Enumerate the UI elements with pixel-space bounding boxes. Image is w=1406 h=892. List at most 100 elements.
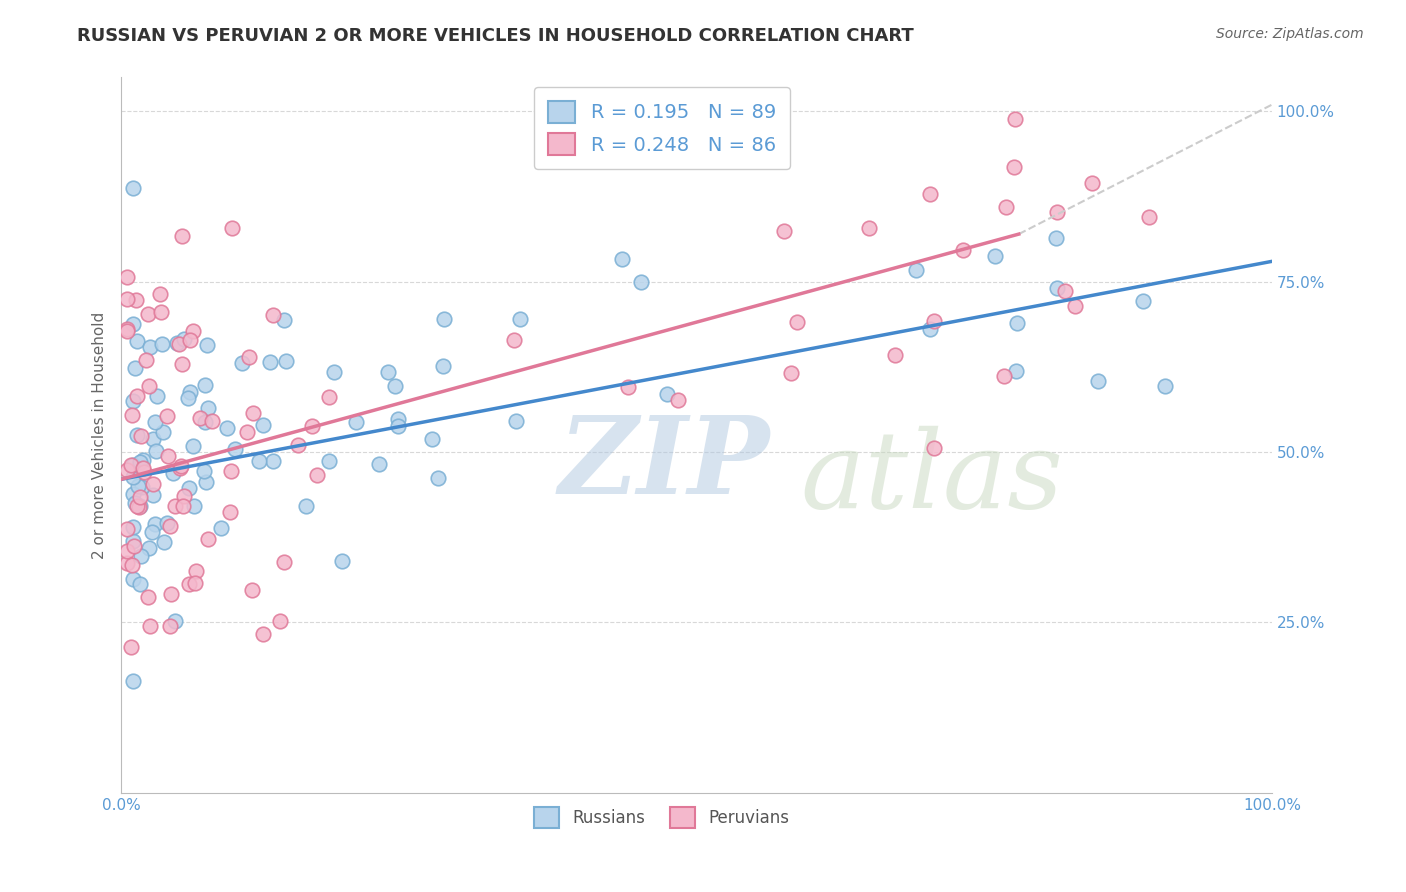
Point xyxy=(125,293,148,307)
Point xyxy=(115,544,138,558)
Point xyxy=(129,455,152,469)
Point xyxy=(145,443,167,458)
Point xyxy=(124,361,146,376)
Point xyxy=(122,533,145,548)
Point xyxy=(1002,160,1025,174)
Point xyxy=(170,357,193,371)
Point xyxy=(132,465,155,479)
Point xyxy=(135,352,157,367)
Point xyxy=(617,380,640,394)
Point xyxy=(139,619,162,633)
Point xyxy=(224,442,246,457)
Point xyxy=(129,490,152,504)
Text: Source: ZipAtlas.com: Source: ZipAtlas.com xyxy=(1216,27,1364,41)
Point xyxy=(1005,364,1028,378)
Point xyxy=(188,410,211,425)
Point xyxy=(177,481,200,495)
Point xyxy=(159,586,181,600)
Point xyxy=(156,409,179,423)
Point xyxy=(235,425,257,440)
Point xyxy=(994,200,1017,214)
Point xyxy=(143,516,166,531)
Point xyxy=(125,334,148,348)
Point xyxy=(194,377,217,392)
Point xyxy=(655,387,678,401)
Point xyxy=(157,449,180,463)
Point xyxy=(238,351,260,365)
Point xyxy=(152,425,174,439)
Point xyxy=(121,573,143,587)
Point xyxy=(149,286,172,301)
Point xyxy=(138,378,160,392)
Point xyxy=(1137,210,1160,224)
Point xyxy=(115,463,138,477)
Point xyxy=(121,558,143,573)
Text: ZIP: ZIP xyxy=(558,410,770,516)
Point xyxy=(780,366,803,380)
Point xyxy=(884,348,907,362)
Point xyxy=(918,322,941,336)
Point xyxy=(128,499,150,513)
Point xyxy=(318,454,340,468)
Point xyxy=(301,419,323,434)
Point xyxy=(115,322,138,336)
Point xyxy=(773,224,796,238)
Point xyxy=(136,307,159,321)
Point xyxy=(624,153,647,168)
Point xyxy=(121,408,143,422)
Point xyxy=(166,335,188,350)
Point xyxy=(121,458,143,472)
Point xyxy=(262,453,284,467)
Point xyxy=(173,332,195,346)
Point xyxy=(115,522,138,536)
Point xyxy=(136,590,159,604)
Point xyxy=(252,417,274,432)
Point xyxy=(209,521,232,535)
Point xyxy=(330,554,353,568)
Point xyxy=(153,535,176,549)
Point xyxy=(219,505,242,519)
Point xyxy=(924,314,946,328)
Point xyxy=(150,337,173,351)
Point xyxy=(127,499,149,513)
Point xyxy=(159,619,181,633)
Point xyxy=(177,576,200,591)
Point xyxy=(259,355,281,369)
Point xyxy=(201,414,224,428)
Point xyxy=(184,576,207,591)
Point xyxy=(1004,112,1026,126)
Point xyxy=(1087,374,1109,388)
Point xyxy=(368,457,391,471)
Point xyxy=(142,432,165,446)
Point xyxy=(124,496,146,510)
Point xyxy=(120,458,142,472)
Point xyxy=(269,614,291,628)
Point xyxy=(169,461,191,475)
Point xyxy=(630,275,652,289)
Point xyxy=(132,453,155,467)
Point xyxy=(221,221,243,235)
Point xyxy=(141,524,163,539)
Point xyxy=(128,577,150,591)
Point xyxy=(195,338,218,352)
Point xyxy=(179,384,201,399)
Point xyxy=(163,614,186,628)
Point xyxy=(121,673,143,688)
Point xyxy=(121,520,143,534)
Point xyxy=(172,500,194,514)
Point xyxy=(610,252,633,267)
Point xyxy=(247,454,270,468)
Point xyxy=(121,470,143,484)
Point xyxy=(344,415,367,429)
Point xyxy=(1005,316,1028,330)
Point xyxy=(179,333,201,347)
Point xyxy=(502,333,524,347)
Point xyxy=(1046,281,1069,295)
Point xyxy=(240,582,263,597)
Point xyxy=(194,475,217,490)
Point xyxy=(920,186,942,201)
Point xyxy=(143,415,166,429)
Point xyxy=(197,533,219,547)
Point xyxy=(509,311,531,326)
Point xyxy=(1063,299,1085,313)
